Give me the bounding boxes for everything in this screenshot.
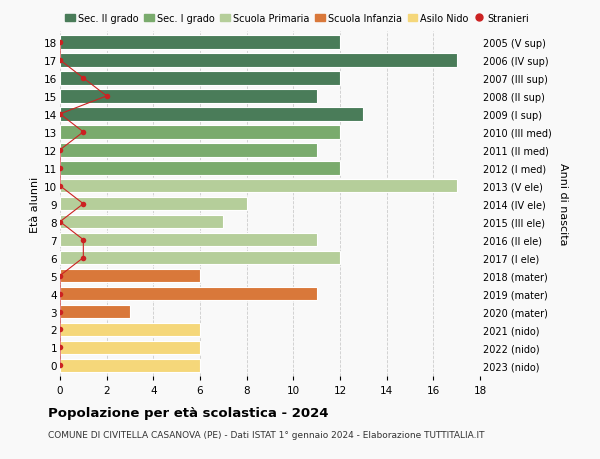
Bar [60,305,130,319]
Bar [60,359,200,372]
Y-axis label: Anni di nascita: Anni di nascita [559,163,568,246]
Bar [60,144,317,157]
Bar [60,90,317,103]
Bar [60,54,457,67]
Bar [60,233,317,247]
Bar [60,126,340,139]
Y-axis label: Età alunni: Età alunni [30,176,40,232]
Text: Popolazione per età scolastica - 2024: Popolazione per età scolastica - 2024 [48,406,329,419]
Bar [60,215,223,229]
Bar [60,162,340,175]
Legend: Sec. II grado, Sec. I grado, Scuola Primaria, Scuola Infanzia, Asilo Nido, Stran: Sec. II grado, Sec. I grado, Scuola Prim… [65,14,529,24]
Bar [60,287,317,301]
Bar [60,179,457,193]
Bar [60,341,200,354]
Text: COMUNE DI CIVITELLA CASANOVA (PE) - Dati ISTAT 1° gennaio 2024 - Elaborazione TU: COMUNE DI CIVITELLA CASANOVA (PE) - Dati… [48,431,485,440]
Bar [60,72,340,85]
Bar [60,197,247,211]
Bar [60,269,200,283]
Bar [60,36,340,50]
Bar [60,108,364,121]
Bar [60,252,340,265]
Bar [60,323,200,336]
